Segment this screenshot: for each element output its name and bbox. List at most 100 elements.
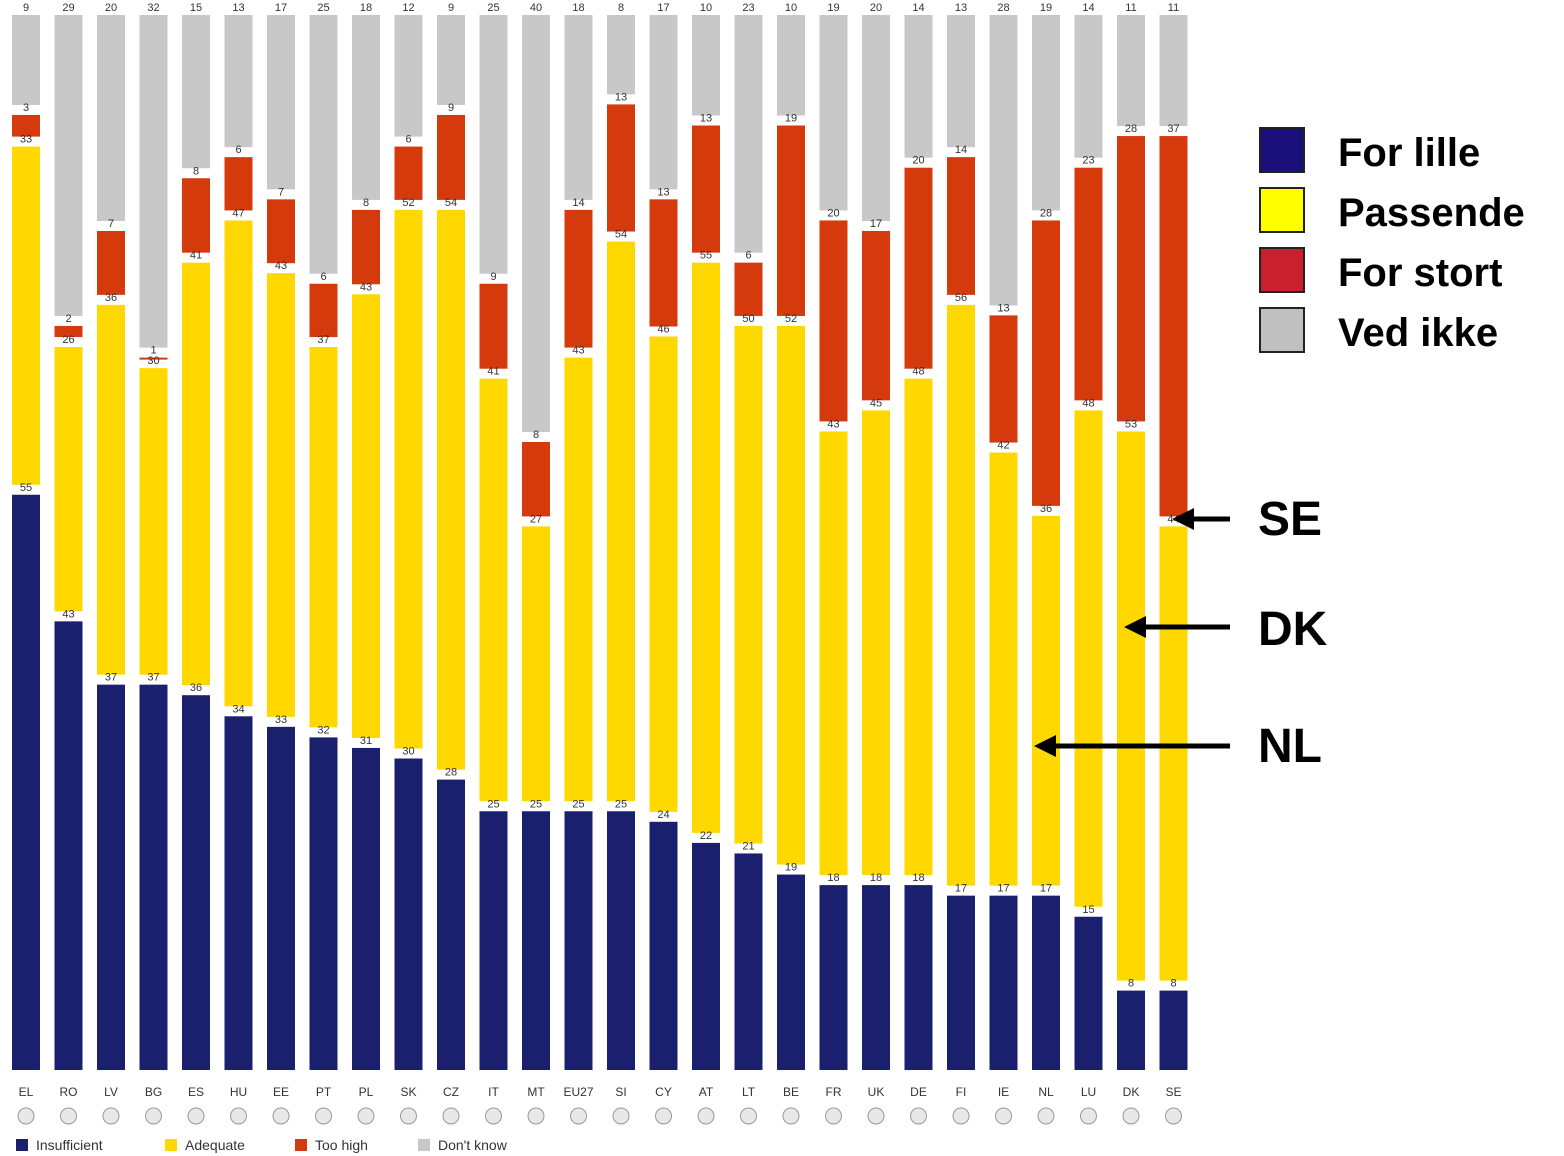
flag-icon bbox=[17, 1107, 35, 1125]
callout-label: SE bbox=[1258, 493, 1322, 546]
callout-arrow-head bbox=[1124, 616, 1146, 638]
bar-lv-insufficient bbox=[97, 684, 125, 1070]
value-label: 43 bbox=[62, 608, 74, 620]
category-label: NL bbox=[1038, 1085, 1054, 1099]
category-label: EL bbox=[19, 1085, 34, 1099]
value-label: 15 bbox=[190, 2, 202, 14]
value-label: 25 bbox=[487, 798, 499, 810]
bar-lu-adequate bbox=[1074, 410, 1103, 907]
flag-icon bbox=[867, 1107, 885, 1125]
value-label: 9 bbox=[490, 271, 496, 283]
value-label: 42 bbox=[997, 440, 1009, 452]
value-label: 3 bbox=[23, 102, 29, 114]
value-label: 23 bbox=[742, 2, 754, 14]
flag-icons-layer bbox=[17, 1107, 1182, 1125]
flag-icon bbox=[442, 1107, 460, 1125]
value-label: 6 bbox=[405, 134, 411, 146]
legend-swatch bbox=[16, 1139, 28, 1151]
category-label: EE bbox=[273, 1085, 289, 1099]
bar-si-adequate bbox=[607, 241, 635, 802]
value-label: 13 bbox=[700, 113, 712, 125]
value-label: 17 bbox=[997, 883, 1009, 895]
value-label: 43 bbox=[360, 281, 372, 293]
value-label: 17 bbox=[870, 218, 882, 230]
value-label: 8 bbox=[363, 197, 369, 209]
legend-label: Don't know bbox=[438, 1137, 508, 1153]
bar-es-adequate bbox=[182, 262, 210, 686]
bar-fr-insufficient bbox=[819, 885, 848, 1070]
bar-eu27-insufficient bbox=[564, 811, 593, 1070]
value-label: 37 bbox=[317, 334, 329, 346]
category-label: ES bbox=[188, 1085, 204, 1099]
value-label: 53 bbox=[1125, 418, 1137, 430]
bar-el-insufficient bbox=[12, 494, 40, 1070]
bar-es-insufficient bbox=[182, 695, 210, 1070]
bar-sk-don-t-know bbox=[394, 15, 423, 137]
bar-cy-insufficient bbox=[649, 821, 678, 1070]
value-label: 41 bbox=[487, 366, 499, 378]
bar-ie-adequate bbox=[989, 452, 1018, 886]
value-label: 10 bbox=[700, 2, 712, 14]
value-label: 37 bbox=[147, 672, 159, 684]
value-label: 8 bbox=[193, 165, 199, 177]
value-label: 55 bbox=[20, 482, 32, 494]
value-label: 40 bbox=[530, 2, 542, 14]
value-label: 34 bbox=[232, 703, 244, 715]
bar-pl-don-t-know bbox=[352, 15, 380, 200]
bar-nl-adequate bbox=[1032, 515, 1060, 886]
bar-it-too-high bbox=[479, 283, 508, 369]
bar-bg-insufficient bbox=[139, 684, 168, 1070]
value-label: 7 bbox=[108, 218, 114, 230]
flag-icon bbox=[187, 1107, 205, 1125]
bar-mt-insufficient bbox=[522, 811, 550, 1070]
bar-cz-insufficient bbox=[437, 779, 465, 1070]
value-label: 14 bbox=[1082, 2, 1094, 14]
bar-mt-adequate bbox=[522, 526, 550, 802]
bar-at-too-high bbox=[692, 125, 720, 253]
value-label: 17 bbox=[1040, 883, 1052, 895]
value-label: 18 bbox=[912, 872, 924, 884]
bar-cy-don-t-know bbox=[649, 15, 678, 190]
bar-be-too-high bbox=[777, 125, 805, 316]
category-label: CY bbox=[655, 1085, 672, 1099]
bar-si-don-t-know bbox=[607, 15, 635, 95]
bar-sk-adequate bbox=[394, 209, 423, 749]
top-legend-label: Passende bbox=[1338, 191, 1525, 235]
callout-label: NL bbox=[1258, 720, 1322, 773]
callouts-layer: SE DK NL bbox=[1034, 493, 1328, 773]
category-label: LT bbox=[742, 1085, 756, 1099]
bar-fi-insufficient bbox=[947, 895, 975, 1070]
flag-icon bbox=[825, 1107, 842, 1125]
bar-pl-too-high bbox=[352, 209, 380, 285]
top-legend-swatch bbox=[1259, 127, 1305, 173]
bar-hu-too-high bbox=[224, 157, 253, 211]
bar-hu-don-t-know bbox=[224, 15, 253, 148]
bar-el-adequate bbox=[12, 146, 40, 485]
value-label: 27 bbox=[530, 513, 542, 525]
value-label: 18 bbox=[572, 2, 584, 14]
value-label: 30 bbox=[402, 746, 414, 758]
value-label: 55 bbox=[700, 250, 712, 262]
bar-be-don-t-know bbox=[777, 15, 805, 116]
bar-bg-don-t-know bbox=[139, 15, 168, 348]
flag-icon bbox=[1080, 1107, 1097, 1125]
bar-at-adequate bbox=[692, 262, 720, 833]
bar-at-insufficient bbox=[692, 842, 720, 1070]
value-label: 46 bbox=[657, 324, 669, 336]
bar-lu-insufficient bbox=[1074, 916, 1103, 1070]
bar-ro-adequate bbox=[54, 347, 83, 612]
bar-dk-too-high bbox=[1117, 136, 1145, 422]
value-label: 13 bbox=[955, 2, 967, 14]
category-label: CZ bbox=[443, 1085, 459, 1099]
bar-ee-insufficient bbox=[267, 726, 295, 1070]
bar-pt-adequate bbox=[309, 347, 338, 728]
value-label: 23 bbox=[1082, 155, 1094, 167]
value-label: 36 bbox=[1040, 503, 1052, 515]
value-label: 13 bbox=[997, 302, 1009, 314]
flag-icon bbox=[230, 1107, 247, 1125]
value-label: 13 bbox=[657, 186, 669, 198]
flag-icon bbox=[145, 1107, 162, 1125]
value-label: 47 bbox=[232, 207, 244, 219]
bar-fi-adequate bbox=[947, 304, 975, 886]
value-label: 7 bbox=[278, 186, 284, 198]
